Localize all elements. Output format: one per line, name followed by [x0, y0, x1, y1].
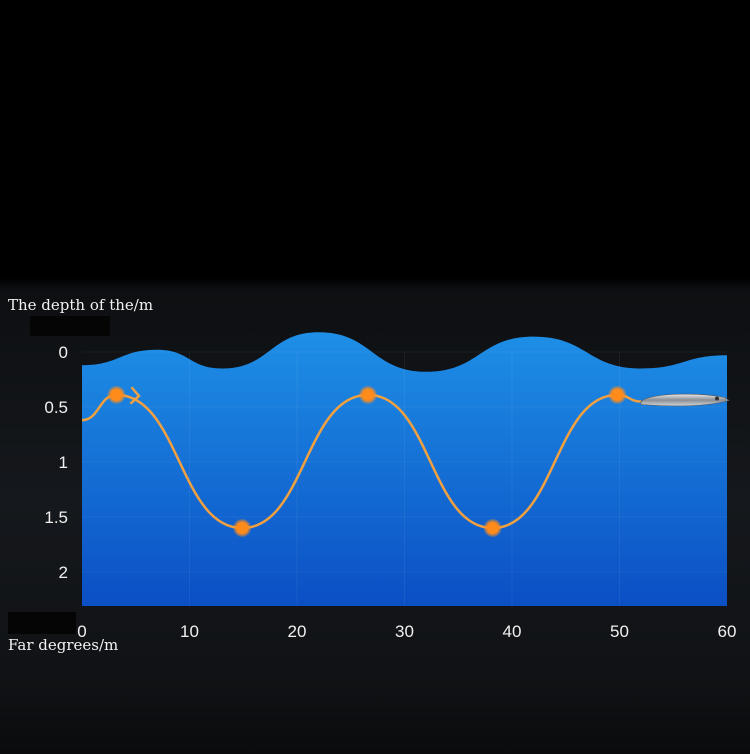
redaction-box [30, 316, 110, 336]
x-tick-label: 50 [610, 622, 629, 641]
y-tick-label: 1.5 [44, 508, 68, 527]
redaction-box [8, 612, 76, 634]
x-tick-label: 40 [503, 622, 522, 641]
y-tick-label: 1 [59, 453, 68, 472]
lure-marker-point [483, 519, 502, 537]
lure-marker-point [233, 519, 252, 537]
fishing-lure-icon [640, 393, 730, 407]
y-tick-label: 2 [59, 563, 68, 582]
x-tick-label: 0 [77, 622, 86, 641]
x-tick-label: 10 [180, 622, 199, 641]
y-tick-label: 0 [59, 343, 68, 362]
lure-marker-point [107, 385, 126, 404]
x-axis-label: Far degrees/m [8, 636, 119, 654]
direction-arrow-icon [129, 386, 141, 405]
lure-marker-point [358, 385, 377, 404]
x-tick-label: 60 [718, 622, 737, 641]
x-tick-label: 30 [395, 622, 414, 641]
lure-marker-point [608, 385, 627, 404]
x-tick-label: 20 [288, 622, 307, 641]
y-axis-label: The depth of the/m [8, 296, 154, 314]
y-tick-label: 0.5 [44, 398, 68, 417]
water-area [82, 332, 727, 606]
